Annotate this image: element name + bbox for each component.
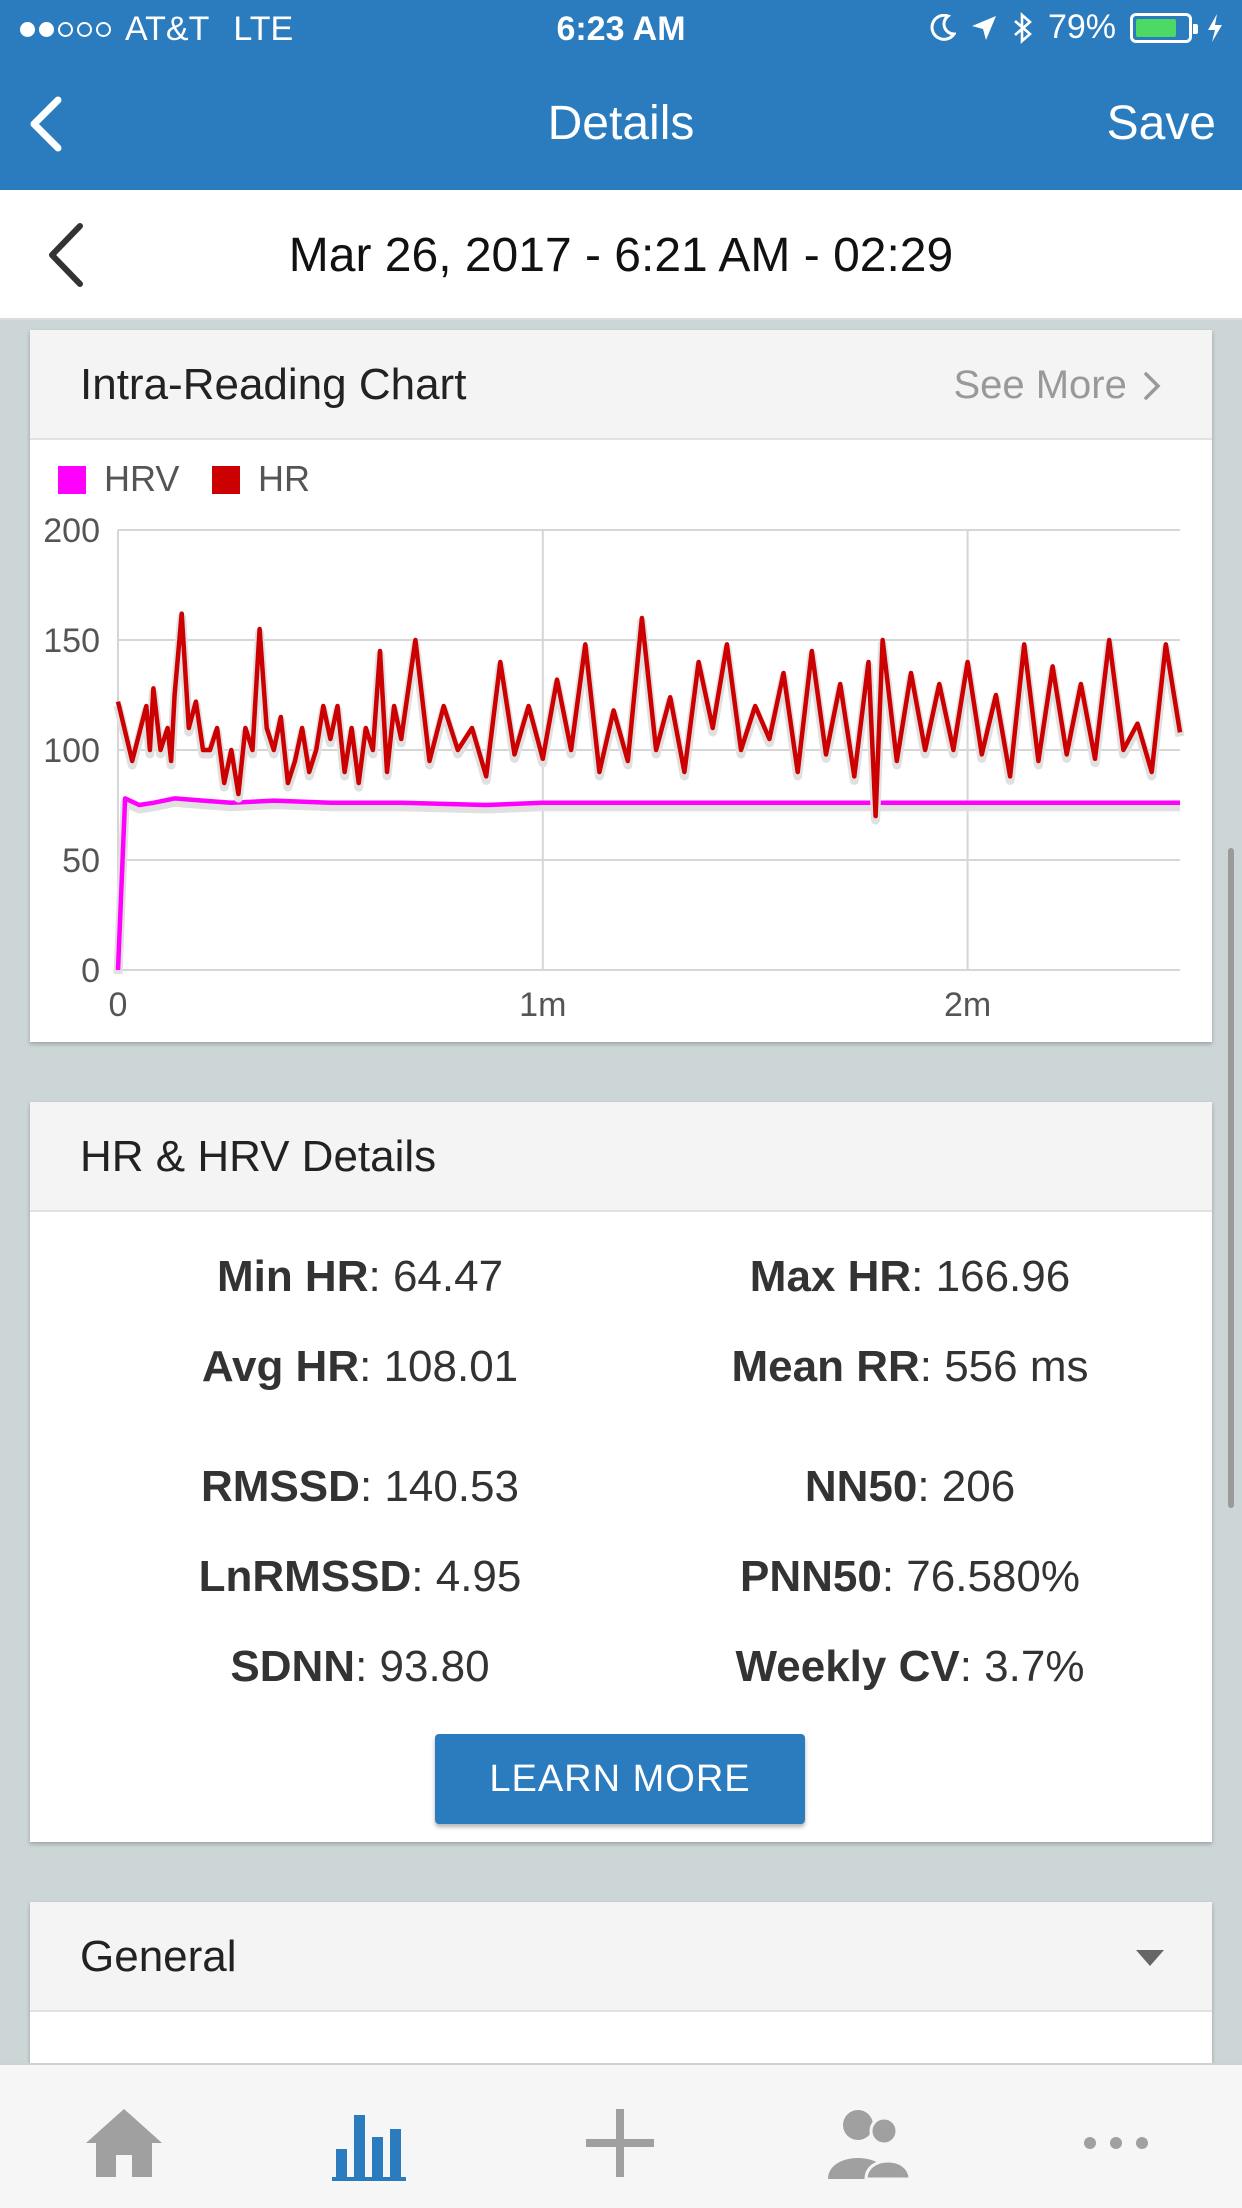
carrier-label: AT&T <box>125 10 210 48</box>
y-tick-label: 0 <box>81 952 100 990</box>
signal-strength-icon <box>20 22 111 37</box>
stat-value: 108.01 <box>383 1342 519 1391</box>
status-bar: AT&T LTE 6:23 AM 79% <box>0 0 1242 60</box>
x-tick-label: 1m <box>519 986 566 1024</box>
stat-value: 166.96 <box>935 1252 1071 1301</box>
network-label: LTE <box>233 10 294 48</box>
stat-label: Mean RR <box>731 1342 920 1391</box>
stat-nn50: NN50: 206 <box>804 1462 1016 1511</box>
people-icon[interactable] <box>818 2103 918 2183</box>
series-line-hrv <box>115 796 1180 971</box>
stat-value: 556 ms <box>944 1342 1089 1391</box>
stat-label: LnRMSSD <box>198 1552 412 1601</box>
plus-icon[interactable] <box>570 2103 670 2183</box>
stat-value: 64.47 <box>392 1252 504 1301</box>
previous-reading-chevron-icon[interactable] <box>40 220 100 290</box>
stat-label: NN50 <box>804 1462 918 1511</box>
moon-icon <box>930 13 956 41</box>
general-card-title: General <box>80 1932 237 1981</box>
y-tick-label: 50 <box>62 842 100 880</box>
chevron-right-icon <box>1144 372 1161 400</box>
stat-label: Min HR <box>216 1252 369 1301</box>
stat-label: SDNN <box>230 1642 356 1691</box>
stat-label: Max HR <box>749 1252 912 1301</box>
date-header: Mar 26, 2017 - 6:21 AM - 02:29 <box>0 190 1242 320</box>
stats-grid: Min HR: 64.47 Max HR: 166.96 Avg HR: 108… <box>30 1212 1212 1842</box>
stat-sdnn: SDNN: 93.80 <box>230 1642 490 1691</box>
details-card-header: HR & HRV Details <box>30 1102 1212 1212</box>
stat-value: 93.80 <box>379 1642 490 1691</box>
home-icon[interactable] <box>74 2103 174 2183</box>
details-card-title: HR & HRV Details <box>80 1132 437 1181</box>
save-button[interactable]: Save <box>1106 97 1216 150</box>
status-right: 79% <box>930 8 1224 47</box>
stat-rmssd: RMSSD: 140.53 <box>201 1462 519 1511</box>
series-shadow-hr <box>113 613 1185 825</box>
legend-label-hrv: HRV <box>104 458 179 499</box>
series-line-hr <box>115 611 1183 819</box>
status-left: AT&T LTE <box>20 10 293 49</box>
intra-reading-chart: HRV HR 200 150 100 50 00 1m 2m <box>43 458 1185 1024</box>
bluetooth-icon <box>1014 11 1032 44</box>
location-arrow-icon <box>971 15 996 40</box>
see-more-label: See More <box>953 363 1127 407</box>
y-tick-label: 150 <box>43 622 100 660</box>
stat-lnrmssd: LnRMSSD: 4.95 <box>198 1552 522 1601</box>
intra-reading-chart-card: Intra-Reading Chart See More HRV HR 200 150… <box>30 330 1212 1042</box>
legend-swatch-hrv <box>58 466 86 494</box>
stat-value: 76.580% <box>906 1552 1080 1601</box>
stat-pnn50: PNN50: 76.580% <box>740 1552 1080 1601</box>
stat-label: Weekly CV <box>735 1642 960 1691</box>
stat-mean-rr: Mean RR: 556 ms <box>731 1342 1089 1391</box>
stat-value: 206 <box>941 1462 1016 1511</box>
bar-chart-icon[interactable] <box>322 2103 422 2183</box>
stat-value: 140.53 <box>384 1462 519 1511</box>
reading-date: Mar 26, 2017 - 6:21 AM - 02:29 <box>288 229 954 282</box>
stat-max-hr: Max HR: 166.96 <box>749 1252 1071 1301</box>
general-card: General <box>30 1902 1212 2072</box>
chart-card-header: Intra-Reading Chart See More <box>30 330 1212 440</box>
hr-hrv-details-card: HR & HRV Details Min HR: 64.47 Max HR: 1… <box>30 1102 1212 1842</box>
series-shadow-hrv <box>113 797 1180 975</box>
tab-bar <box>0 2063 1242 2208</box>
stat-min-hr: Min HR: 64.47 <box>216 1252 504 1301</box>
stat-weekly-cv: Weekly CV: 3.7% <box>735 1642 1085 1691</box>
more-icon[interactable] <box>1066 2103 1166 2183</box>
navigation-bar: Details Save <box>0 60 1242 190</box>
stat-label: Avg HR <box>201 1342 360 1391</box>
scroll-indicator <box>1228 848 1234 1508</box>
stat-label: RMSSD <box>201 1462 360 1511</box>
charging-bolt-icon <box>1208 13 1222 42</box>
legend-swatch-hr <box>212 466 240 494</box>
stat-avg-hr: Avg HR: 108.01 <box>201 1342 519 1391</box>
x-tick-label: 0 <box>109 986 128 1024</box>
y-tick-label: 200 <box>43 512 100 550</box>
chart-card-title: Intra-Reading Chart <box>80 360 467 409</box>
battery-percent: 79% <box>1047 8 1116 46</box>
general-card-header[interactable]: General <box>30 1902 1212 2012</box>
page-title: Details <box>547 97 695 150</box>
back-chevron-icon[interactable] <box>20 94 80 154</box>
stat-label: PNN50 <box>740 1552 882 1601</box>
caret-down-icon <box>1136 1950 1164 1966</box>
legend-label-hr: HR <box>258 458 310 499</box>
see-more-link[interactable]: See More <box>953 330 1162 440</box>
x-tick-label: 2m <box>944 986 991 1024</box>
battery-icon <box>1130 12 1198 43</box>
status-time: 6:23 AM <box>556 10 686 48</box>
y-tick-label: 100 <box>43 732 100 770</box>
stat-value: 4.95 <box>435 1552 522 1601</box>
stat-value: 3.7% <box>984 1642 1085 1691</box>
learn-more-button[interactable]: LEARN MORE <box>435 1734 805 1824</box>
